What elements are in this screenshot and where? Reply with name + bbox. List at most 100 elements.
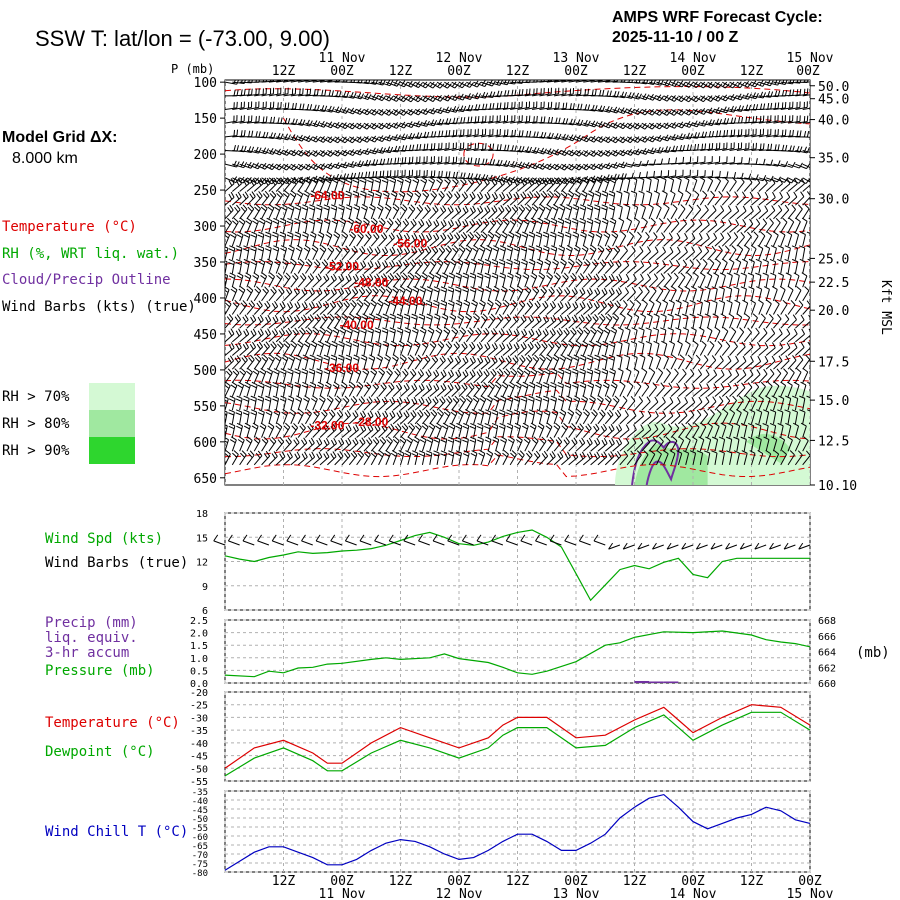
wind-barb (477, 409, 485, 424)
wind-barb (616, 204, 623, 219)
wind-barb (641, 246, 652, 261)
wind-barb (748, 258, 755, 274)
wind-barb (794, 204, 803, 220)
wind-barb (290, 340, 298, 356)
wind-barb (312, 150, 328, 157)
label-wind-spd: Wind Spd (kts) (45, 531, 163, 547)
wind-barb (341, 259, 352, 274)
wind-barb (575, 437, 586, 452)
wind-barb (543, 368, 551, 383)
wind-barb (400, 108, 416, 116)
wind-barb (441, 313, 449, 329)
wind-barb (272, 368, 280, 383)
time-tick-top: 00Z (564, 64, 588, 79)
wind-barb (297, 314, 308, 329)
wind-barb (376, 354, 384, 370)
wind-barb (375, 190, 382, 206)
wind-barb (371, 122, 387, 130)
wind-barb (310, 340, 318, 356)
wind-barb (480, 369, 490, 384)
wind-barb (663, 272, 672, 288)
wind-barb (762, 258, 769, 274)
wind-barb (721, 205, 732, 220)
wind-barb (546, 286, 555, 302)
surface-wind-barb (637, 542, 650, 550)
wind-barb (486, 449, 494, 466)
wind-barb (225, 178, 235, 192)
wind-barb (586, 354, 594, 370)
wind-barb (415, 170, 428, 179)
wind-barb (427, 326, 435, 343)
wind-barb (560, 177, 570, 192)
wind-barb (290, 437, 300, 452)
wind-barb (685, 340, 691, 356)
wind-barb (443, 395, 453, 411)
wind-barb (488, 129, 501, 138)
day-label-top: 15 Nov (787, 51, 834, 66)
wind-barb (305, 150, 321, 157)
wind-barb (612, 437, 623, 452)
wind-barb (773, 355, 783, 370)
wind-barb (296, 340, 304, 356)
wind-barb (756, 286, 763, 301)
wind-barb (405, 340, 413, 356)
wind-barb (531, 341, 541, 356)
wind-barb (444, 355, 454, 370)
wind-barb (341, 300, 350, 315)
wind-barb (558, 204, 566, 219)
wind-barb (480, 313, 488, 329)
grid-info-title: Model Grid ΔX: (2, 129, 118, 146)
wind-barb (261, 148, 277, 155)
wind-barb (663, 157, 678, 165)
wind-barb (319, 287, 330, 302)
wind-barb (334, 259, 344, 274)
wind-barb (722, 81, 738, 89)
wind-barb (473, 218, 483, 233)
wind-barb (325, 231, 333, 247)
wind-barb (675, 299, 682, 315)
wind-barb (553, 177, 563, 192)
time-tick-top: 00Z (796, 64, 820, 79)
wind-barb (809, 464, 810, 465)
wind-barb (239, 450, 247, 466)
wind-barb (308, 354, 316, 370)
wind-barb (287, 245, 295, 260)
wind-barb (582, 314, 592, 329)
wind-barb (546, 328, 556, 343)
wind-barb (374, 327, 382, 342)
wind-barb (239, 342, 249, 356)
wind-barb (777, 272, 784, 288)
wind-barb (231, 314, 241, 329)
wind-barb (670, 396, 681, 411)
wind-barb (605, 106, 621, 114)
wind-barb (444, 383, 454, 397)
wind-barb (319, 150, 335, 157)
wind-barb (239, 101, 253, 110)
surface-wind-barb (330, 534, 343, 546)
wind-barb (398, 190, 406, 206)
precip-panel-tick-label: 2.5 (190, 616, 208, 627)
wind-barb (669, 190, 676, 206)
wind-barb (341, 231, 349, 247)
wind-barb (239, 314, 249, 329)
wind-barb (603, 231, 611, 247)
wind-barb (378, 217, 386, 233)
wind-barb (691, 176, 698, 192)
wind-barb (692, 409, 702, 425)
wind-barb (400, 95, 416, 103)
wind-barb (561, 327, 570, 343)
wind-barb (553, 301, 564, 315)
wind-barb (590, 259, 599, 274)
wind-barb (480, 381, 489, 397)
wind-barb (338, 340, 345, 356)
wind-barb (341, 450, 351, 466)
wind-barb (535, 381, 543, 397)
wind-barb (407, 410, 417, 425)
wind-barb (565, 245, 573, 260)
wind-barb (707, 170, 721, 179)
wind-barb (370, 246, 381, 261)
wind-barb (414, 218, 425, 233)
wind-barb (348, 381, 356, 397)
wind-barb (225, 328, 235, 343)
wind-barb (265, 217, 273, 233)
